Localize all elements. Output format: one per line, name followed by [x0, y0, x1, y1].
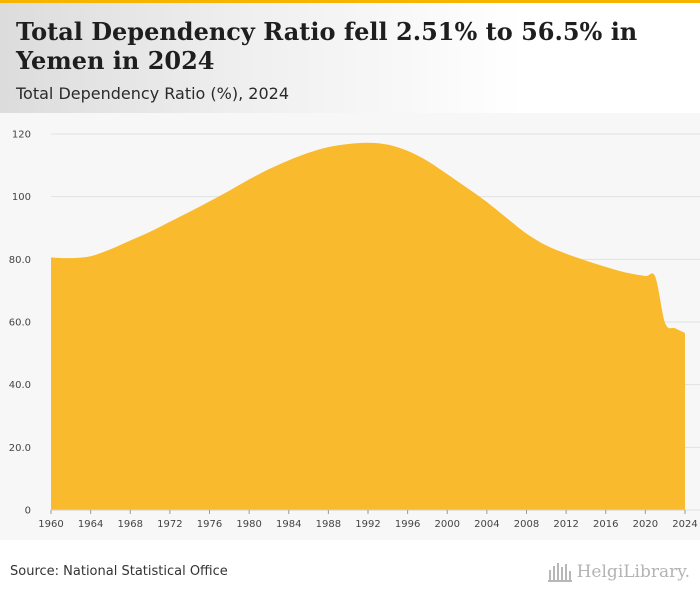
y-tick-label: 100 [12, 192, 31, 203]
top-accent-bar [0, 0, 700, 3]
x-tick-label: 1968 [118, 519, 143, 530]
x-tick-label: 1984 [276, 519, 301, 530]
x-tick-label: 1992 [355, 519, 380, 530]
y-tick-label: 20.0 [9, 443, 31, 454]
x-tick-label: 1988 [316, 519, 341, 530]
x-tick-label: 2008 [514, 519, 539, 530]
x-tick-label: 1976 [197, 519, 222, 530]
x-tick-label: 2016 [593, 519, 618, 530]
x-tick-label: 2012 [553, 519, 578, 530]
x-tick-label: 1980 [236, 519, 261, 530]
source-note: Source: National Statistical Office [10, 564, 228, 579]
area-chart: 0 20.0 40.0 60.0 80.0 100 120 1960 1964 1968 1972… [9, 130, 700, 530]
x-tick-label: 1972 [157, 519, 182, 530]
chart-title: Total Dependency Ratio fell 2.51% to 56.… [16, 17, 638, 75]
y-tick-label: 60.0 [9, 318, 31, 329]
logo-text: HelgiLibrary. [576, 562, 690, 582]
x-tick-label: 2024 [672, 519, 697, 530]
x-tick-label: 1960 [38, 519, 63, 530]
x-tick-label: 2020 [633, 519, 658, 530]
library-logo-icon [547, 563, 572, 582]
x-tick-label: 2000 [435, 519, 460, 530]
x-axis: 1960 1964 1968 1972 1976 1980 1984 1988 1992 1996… [38, 509, 698, 530]
chart-subtitle: Total Dependency Ratio (%), 2024 [16, 84, 289, 103]
area-series [51, 142, 685, 510]
y-tick-label: 120 [12, 130, 31, 141]
header: Total Dependency Ratio fell 2.51% to 56.… [0, 3, 700, 113]
helgi-library-logo: HelgiLibrary. [547, 561, 690, 583]
y-tick-label: 80.0 [9, 255, 31, 266]
y-tick-label: 40.0 [9, 380, 31, 391]
y-tick-label: 0 [25, 506, 31, 517]
y-axis: 0 20.0 40.0 60.0 80.0 100 120 [9, 130, 31, 517]
x-tick-label: 1964 [78, 519, 103, 530]
x-tick-label: 2004 [474, 519, 499, 530]
x-tick-label: 1996 [395, 519, 420, 530]
